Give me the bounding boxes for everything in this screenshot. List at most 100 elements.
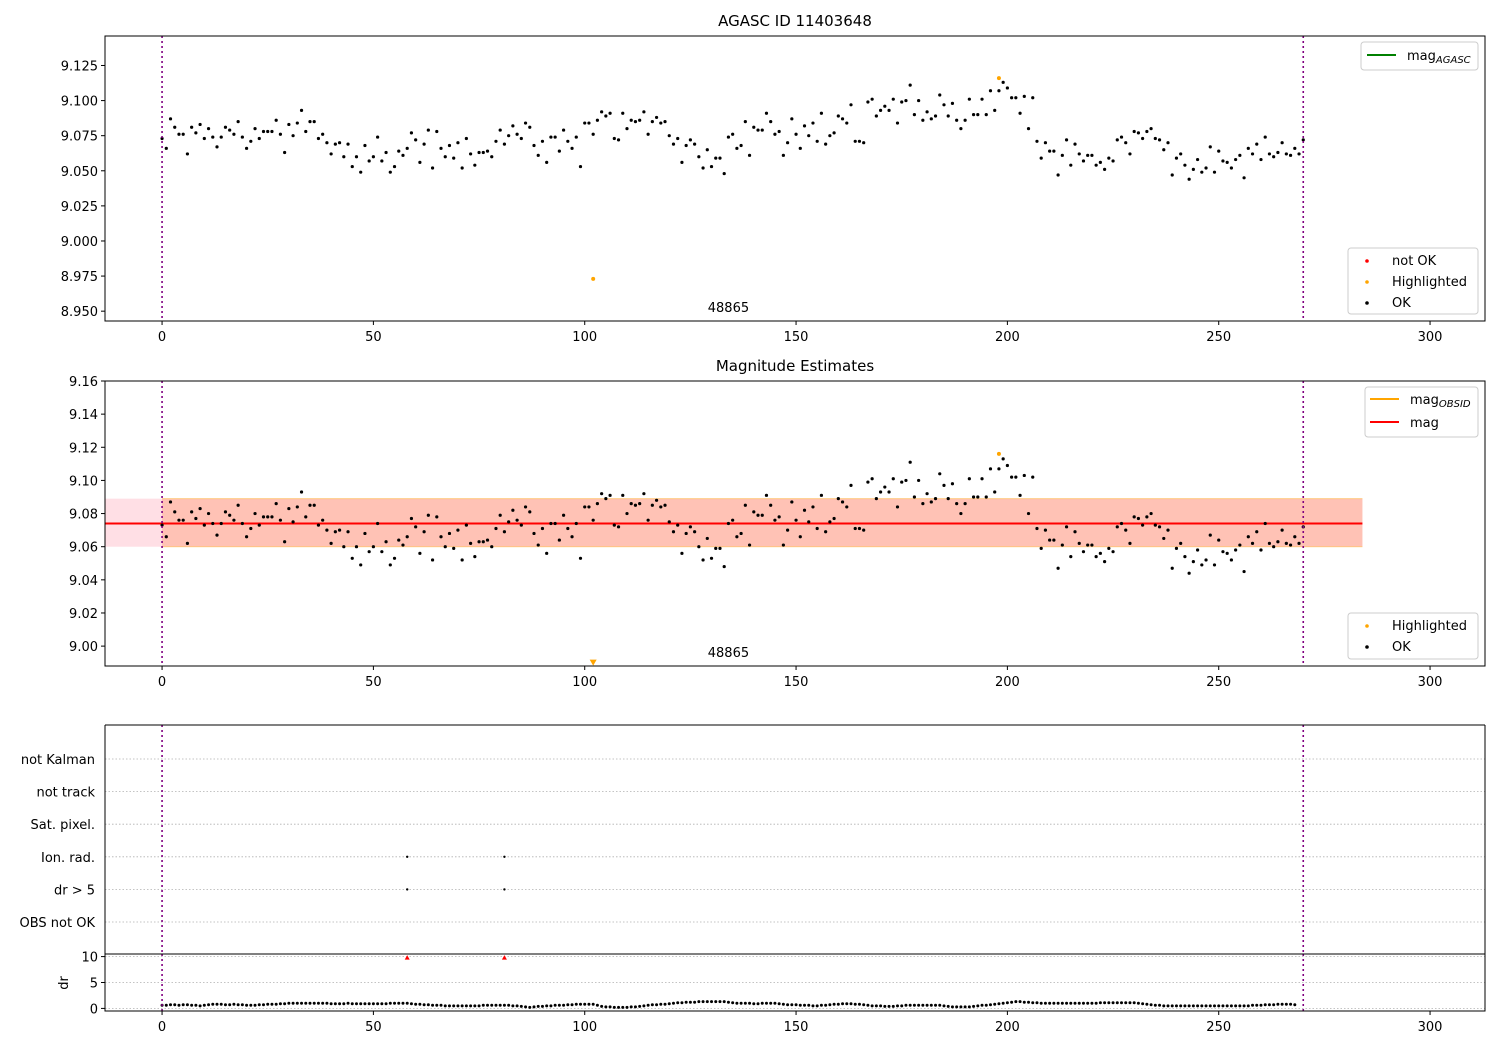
dr-point: [1272, 1003, 1276, 1007]
dr-point: [972, 1004, 976, 1008]
dr-point: [857, 1002, 861, 1006]
ok-point: [802, 124, 807, 128]
dr-point: [1120, 1001, 1124, 1005]
ok-point: [536, 543, 540, 547]
ok-point: [1238, 543, 1242, 547]
dr-point: [414, 1002, 418, 1006]
dr-point: [363, 1002, 367, 1006]
ok-point: [253, 511, 257, 516]
dr-point: [540, 1004, 544, 1008]
ok-point: [878, 108, 883, 113]
panel-2-ytick-label: 9.02: [69, 607, 98, 622]
dr-point: [917, 1003, 921, 1007]
ok-point: [223, 510, 228, 514]
dr-point: [266, 1002, 270, 1006]
ok-point: [519, 136, 523, 141]
ok-point: [1212, 170, 1217, 174]
ok-point: [650, 120, 654, 124]
dr-point: [1048, 1001, 1052, 1005]
ok-point: [950, 101, 955, 105]
ok-point: [912, 113, 917, 117]
panel-4-ylabel: dr: [57, 976, 72, 990]
dr-point: [562, 1003, 566, 1007]
dr-point: [194, 1003, 198, 1007]
dr-point: [908, 1003, 912, 1007]
ok-point: [921, 502, 925, 506]
ok-point: [274, 118, 278, 122]
legend-point-label: not OK: [1392, 254, 1437, 269]
ok-point: [1301, 138, 1305, 142]
dr-point: [202, 1003, 206, 1007]
dr-point: [1081, 1001, 1085, 1005]
dr-point: [1225, 1004, 1229, 1008]
ok-point: [1267, 152, 1272, 156]
dr-point: [574, 1002, 578, 1006]
dr-point: [371, 1002, 375, 1006]
ok-point: [878, 490, 883, 494]
dr-point: [671, 1001, 675, 1005]
dr-point: [169, 1003, 173, 1007]
dr-point: [443, 1004, 447, 1008]
ok-point: [807, 134, 811, 138]
ok-point: [1081, 550, 1086, 554]
ok-point: [731, 518, 735, 522]
dr-point: [1242, 1004, 1246, 1008]
dr-point: [460, 1004, 464, 1008]
ok-point: [976, 113, 980, 117]
ok-point: [532, 531, 536, 536]
panel-4-xtick-label: 50: [365, 1020, 382, 1035]
ok-point: [190, 125, 194, 129]
dr-point: [879, 1004, 883, 1008]
ok-point: [739, 143, 743, 148]
ok-point: [895, 121, 900, 125]
ok-point: [705, 536, 709, 541]
ok-point: [1048, 538, 1052, 542]
ok-point: [219, 135, 223, 139]
ok-point: [380, 159, 384, 163]
ok-point: [1288, 543, 1293, 547]
dr-point: [731, 1001, 735, 1005]
dr-point: [312, 1001, 316, 1005]
ok-point: [337, 141, 342, 145]
dr-point: [549, 1004, 553, 1008]
ok-point: [676, 136, 680, 141]
ok-point: [959, 511, 963, 516]
ok-point: [1031, 96, 1035, 100]
dr-point: [532, 1005, 536, 1009]
highlighted-point: [996, 451, 1001, 456]
ok-point: [1115, 525, 1119, 529]
ok-point: [933, 497, 938, 501]
ok-point: [570, 146, 574, 150]
ok-point: [718, 156, 722, 160]
ok-point: [329, 541, 333, 545]
flag-point: [503, 888, 506, 891]
ok-point: [938, 472, 942, 476]
dr-point: [895, 1004, 899, 1008]
dr-point: [1035, 1001, 1039, 1005]
ok-point: [600, 110, 604, 114]
ok-point: [557, 538, 561, 542]
dr-point: [1196, 1004, 1200, 1008]
ok-point: [595, 118, 600, 122]
ok-point: [756, 513, 760, 517]
dr-point: [570, 1003, 574, 1007]
ok-point: [1124, 141, 1128, 145]
panel-4-ytick-label: 5: [90, 977, 98, 992]
ok-point: [376, 521, 380, 526]
ok-point: [287, 122, 291, 127]
flag-category-label: dr > 5: [54, 883, 95, 898]
ok-point: [249, 526, 253, 531]
dr-point: [1107, 1001, 1111, 1005]
dr-point: [426, 1003, 430, 1007]
ok-point: [1288, 153, 1293, 157]
ok-point: [545, 160, 549, 164]
dr-point: [418, 1002, 422, 1006]
ok-point: [583, 121, 587, 125]
ok-point: [1005, 463, 1009, 468]
dr-point: [1170, 1004, 1174, 1008]
dr-point: [321, 1001, 325, 1005]
ok-point: [735, 535, 739, 539]
dr-point: [502, 1003, 506, 1007]
dr-point: [486, 1003, 490, 1007]
ok-point: [443, 155, 447, 159]
